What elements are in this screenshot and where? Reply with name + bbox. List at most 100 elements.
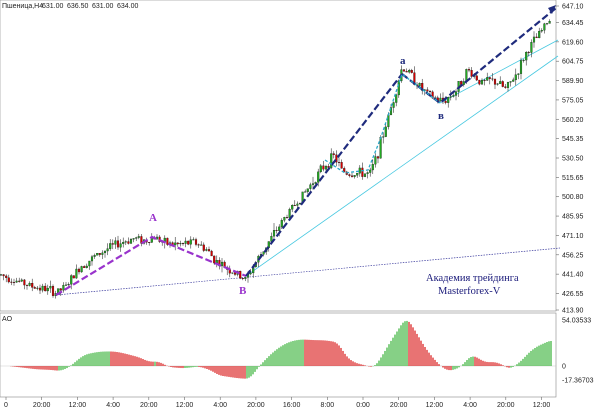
candle-body xyxy=(220,261,224,267)
sub-wave-line xyxy=(324,72,441,174)
time-tick-label: 20:00 xyxy=(390,402,408,409)
candle-body xyxy=(140,236,143,244)
candle-body xyxy=(517,73,520,75)
candle-body xyxy=(379,137,382,159)
candle-body xyxy=(501,81,504,87)
candle-body xyxy=(122,242,125,244)
candle-body xyxy=(278,226,281,231)
oscillator-tick-label: 0 xyxy=(562,364,566,371)
candle-body xyxy=(23,279,26,286)
candle-body xyxy=(530,42,533,53)
candle-body xyxy=(387,114,390,128)
long-trend-line xyxy=(55,247,561,296)
candle-body xyxy=(532,36,536,43)
candle-body xyxy=(525,51,528,61)
candle-body xyxy=(309,184,312,189)
wave-to-a-line xyxy=(245,73,403,277)
candle-body xyxy=(15,280,18,283)
candle-body xyxy=(148,242,151,243)
candle-body xyxy=(33,287,36,289)
candle-body xyxy=(98,253,101,255)
candle-body xyxy=(506,82,510,88)
price-tick-label: 485.95 xyxy=(562,214,584,221)
candle-body xyxy=(337,162,341,163)
candle-body xyxy=(288,209,291,218)
point-a-small-label: a xyxy=(400,55,406,67)
candle-body xyxy=(317,171,320,183)
oscillator-histogram xyxy=(10,320,552,379)
price-tick-label: 619.60 xyxy=(562,39,584,46)
oscillator-tick-label: 54.03533 xyxy=(562,318,591,325)
candle-body xyxy=(166,237,169,245)
candle-body xyxy=(239,270,242,279)
candle-body xyxy=(296,203,299,206)
candle-body xyxy=(207,249,211,252)
candle-body xyxy=(361,167,364,177)
time-tick-label: 0:00 xyxy=(356,402,370,409)
candle-body xyxy=(527,51,530,53)
candle-body xyxy=(410,70,413,73)
price-tick-label: 500.80 xyxy=(562,194,584,201)
candle-body xyxy=(428,91,432,93)
trend-line-upper xyxy=(439,39,559,104)
candle-body xyxy=(70,275,73,285)
time-tick-label: 4:00 xyxy=(106,402,120,409)
candle-body xyxy=(176,242,179,245)
price-tick-label: 530.50 xyxy=(562,156,584,163)
price-tick-label: 441.40 xyxy=(562,272,584,279)
point-v-label: в xyxy=(438,110,444,122)
candle-body xyxy=(449,96,452,98)
trend-line-lower xyxy=(245,55,559,277)
candle-body xyxy=(280,220,283,228)
candle-body xyxy=(96,253,99,256)
candle-body xyxy=(244,277,247,280)
chart-header-close: 634.00 xyxy=(117,3,139,10)
candle-body xyxy=(109,243,112,249)
candle-body xyxy=(93,255,96,257)
candle-body xyxy=(496,83,499,85)
candle-body xyxy=(538,30,541,39)
candle-body xyxy=(311,183,315,185)
candle-body xyxy=(439,97,442,102)
candle-body xyxy=(535,36,538,39)
candle-body xyxy=(116,240,120,248)
point-b-label: B xyxy=(239,285,247,297)
candle-body xyxy=(306,188,309,192)
candle-body xyxy=(350,175,354,177)
candle-body xyxy=(353,175,356,177)
price-panel xyxy=(0,0,557,312)
candle-body xyxy=(77,268,81,273)
candle-body xyxy=(2,274,5,277)
candle-body xyxy=(543,23,546,31)
candle-body xyxy=(418,83,421,87)
candle-body xyxy=(293,205,296,206)
candle-body xyxy=(363,173,367,177)
candle-body xyxy=(304,191,307,193)
candle-body xyxy=(31,282,34,288)
candle-body xyxy=(7,277,10,283)
candle-body xyxy=(135,237,138,239)
candle-body xyxy=(249,272,252,275)
watermark-line-1: Академия трейдинга xyxy=(426,273,519,284)
candle-body xyxy=(514,74,517,81)
candle-body xyxy=(486,77,489,81)
candle-body xyxy=(72,275,75,279)
candle-body xyxy=(499,81,502,84)
time-tick-label: 0 xyxy=(4,402,8,409)
candle-body xyxy=(181,243,185,245)
candle-body xyxy=(202,244,205,251)
chart-header-open: 631.00 xyxy=(42,3,64,10)
price-tick-label: 413.90 xyxy=(562,308,584,315)
price-tick-label: 634.45 xyxy=(562,20,584,27)
candle-body xyxy=(18,280,21,282)
price-axis: 647.10 634.45 619.60 604.75 589.90 575.05 560.… xyxy=(556,4,584,315)
candle-body xyxy=(319,165,322,173)
candle-body xyxy=(64,284,68,286)
candle-body xyxy=(395,94,398,103)
candle-body xyxy=(187,240,190,245)
candle-body xyxy=(324,166,328,170)
candle-body xyxy=(330,153,333,168)
candle-body xyxy=(103,250,107,254)
candle-body xyxy=(480,79,484,85)
candle-body xyxy=(132,238,135,240)
